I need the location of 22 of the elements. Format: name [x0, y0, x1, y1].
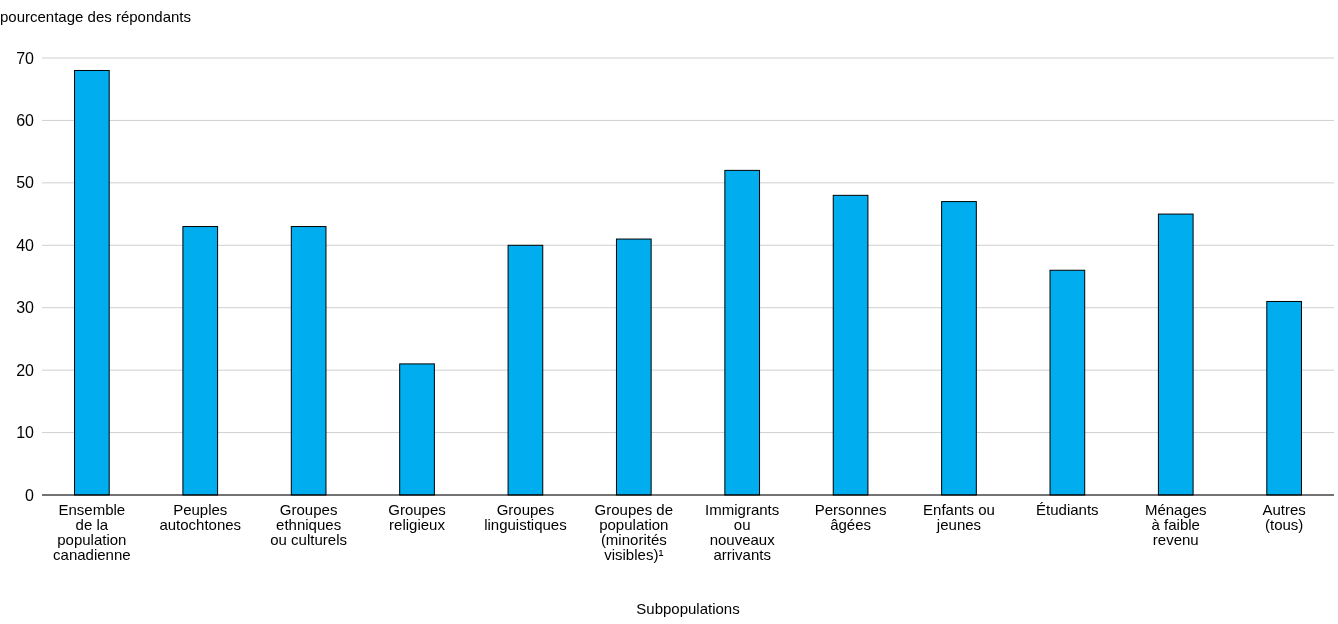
x-tick-label: Personnes âgées	[814, 501, 887, 533]
x-tick-label: Groupes ethniques ou culturels	[270, 501, 347, 548]
x-tick-label: Enfants ou jeunes	[923, 501, 995, 533]
y-tick-label: 60	[16, 112, 35, 130]
x-axis-title: Subpopulations	[636, 600, 740, 617]
x-tick-label: Groupes religieux	[388, 501, 446, 533]
y-tick-label: 50	[16, 174, 35, 192]
x-tick-label: Autres (tous)	[1262, 501, 1306, 533]
y-axis-title: pourcentage des répondants	[0, 8, 191, 25]
x-tick-label: Ensemble de la population canadienne	[53, 501, 131, 563]
x-tick-label: Étudiants	[1036, 501, 1099, 518]
x-tick-label: Groupes de population (minorités visibles)¹	[594, 501, 673, 563]
x-tick-label: Ménages à faible revenu	[1144, 501, 1207, 548]
y-tick-label: 10	[16, 424, 35, 442]
y-tick-label: 70	[16, 49, 35, 67]
y-tick-label: 40	[16, 236, 35, 254]
y-tick-label: 30	[16, 299, 35, 317]
y-tick-label: 0	[25, 486, 35, 504]
x-tick-label: Immigrants ou nouveaux arrivants	[705, 501, 780, 563]
x-tick-label: Peuples autochtones	[159, 501, 242, 533]
x-tick-label: Groupes linguistiques	[484, 501, 567, 533]
y-tick-label: 20	[16, 361, 35, 379]
